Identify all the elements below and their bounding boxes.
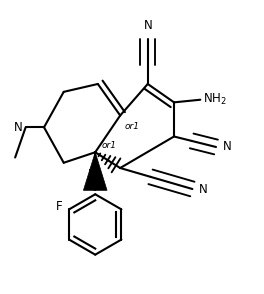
Text: F: F [56, 200, 63, 213]
Text: or1: or1 [102, 141, 117, 150]
Text: N: N [223, 141, 231, 153]
Polygon shape [83, 152, 107, 190]
Text: N: N [143, 19, 152, 32]
Text: N: N [14, 121, 22, 134]
Text: N: N [199, 183, 208, 196]
Text: NH$_2$: NH$_2$ [204, 92, 227, 107]
Text: or1: or1 [124, 122, 139, 131]
Text: H: H [88, 168, 97, 181]
